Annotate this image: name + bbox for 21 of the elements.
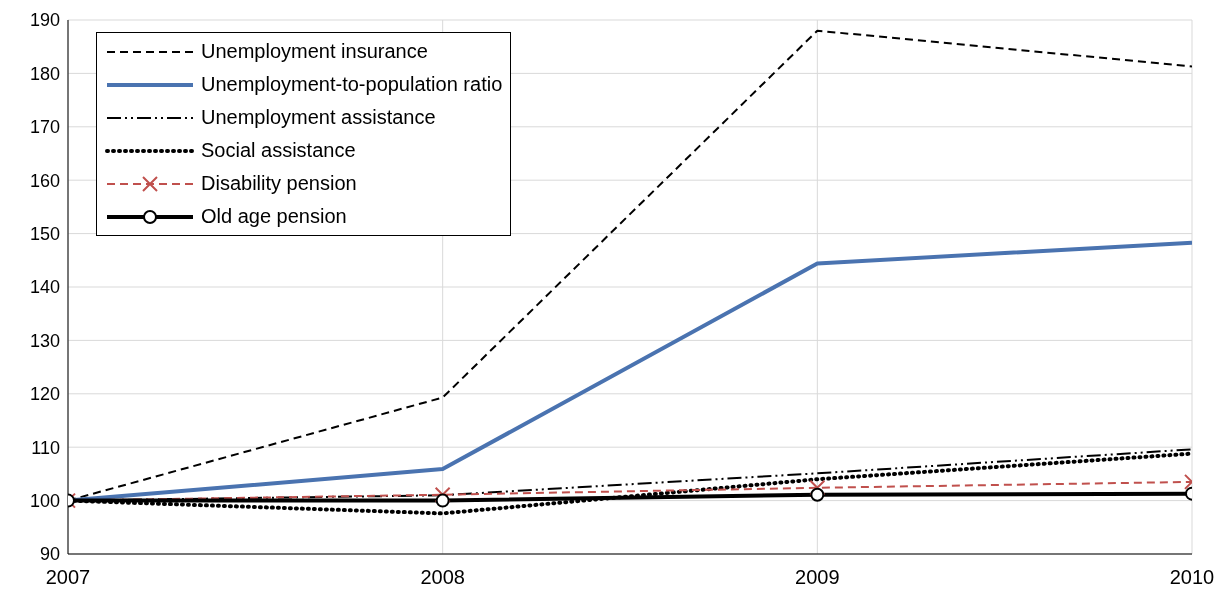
y-tick-label: 190 bbox=[29, 10, 60, 31]
y-tick-label: 170 bbox=[29, 117, 60, 138]
y-tick-label: 130 bbox=[29, 330, 60, 351]
legend-label: Unemployment-to-population ratio bbox=[201, 73, 503, 96]
legend-label: Old age pension bbox=[201, 205, 347, 228]
y-tick-label: 90 bbox=[39, 544, 60, 565]
y-tick-label: 110 bbox=[31, 437, 60, 458]
y-tick-label: 150 bbox=[29, 223, 60, 244]
y-tick-label: 100 bbox=[29, 490, 60, 511]
x-tick-label: 2007 bbox=[45, 566, 91, 589]
y-tick-label: 180 bbox=[29, 63, 60, 84]
legend-label: Disability pension bbox=[201, 172, 357, 195]
x-tick-label: 2008 bbox=[420, 566, 465, 589]
y-tick-label: 120 bbox=[29, 384, 60, 405]
y-tick-label: 140 bbox=[29, 277, 60, 298]
x-tick-label: 2009 bbox=[795, 566, 840, 589]
legend-label: Unemployment assistance bbox=[201, 106, 436, 129]
legend-label: Unemployment insurance bbox=[201, 40, 428, 63]
x-tick-label: 2010 bbox=[1169, 566, 1215, 589]
legend-label: Social assistance bbox=[201, 139, 356, 162]
y-tick-label: 160 bbox=[29, 170, 60, 191]
